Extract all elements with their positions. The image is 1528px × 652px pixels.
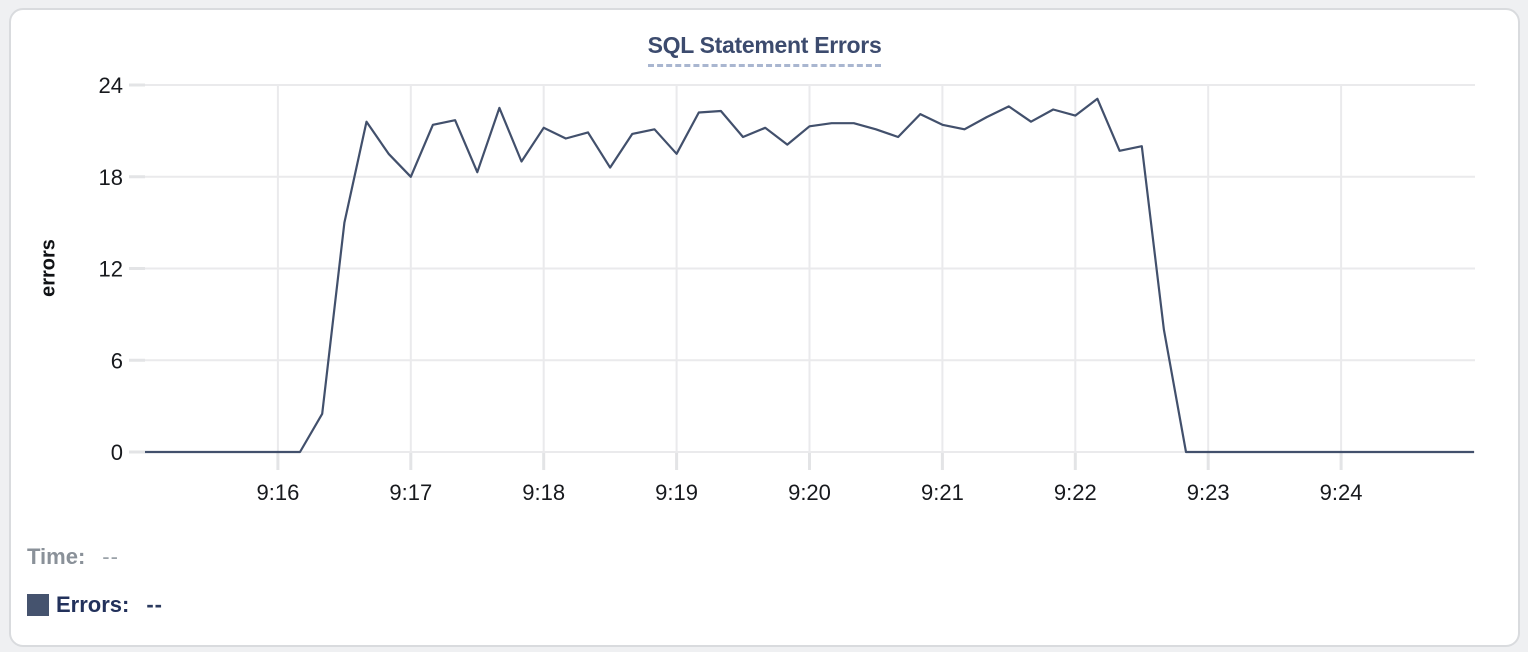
errors-series-swatch — [27, 594, 49, 616]
y-tick-label-0: 0 — [111, 440, 123, 465]
y-tick-label-24: 24 — [99, 73, 123, 98]
vertical-gridlines — [276, 85, 1343, 452]
x-axis-tick-labels: 9:16 9:17 9:18 9:19 9:20 9:21 9:22 9:23 9:24 — [256, 480, 1362, 505]
x-tick-label-9:16: 9:16 — [256, 480, 299, 505]
x-tick-label-9:17: 9:17 — [389, 480, 432, 505]
y-tick-label-6: 6 — [111, 348, 123, 373]
x-tick-label-9:21: 9:21 — [921, 480, 964, 505]
errors-series-line — [145, 97, 1474, 454]
horizontal-gridlines — [137, 84, 1475, 453]
x-tick-label-9:23: 9:23 — [1187, 480, 1230, 505]
y-axis-label: errors — [37, 239, 60, 297]
x-tick-label-9:20: 9:20 — [788, 480, 831, 505]
legend-time-value: -- — [102, 544, 119, 569]
x-tick-label-9:18: 9:18 — [522, 480, 565, 505]
y-axis-tick-labels: 0 6 12 18 24 — [99, 73, 123, 465]
x-tick-label-9:19: 9:19 — [655, 480, 698, 505]
legend-time-row: Time: -- — [27, 544, 119, 570]
axis-tick-marks — [129, 83, 1343, 470]
legend-errors-row: Errors: -- — [27, 592, 163, 618]
legend-errors-value: -- — [146, 592, 164, 617]
errors-line-chart[interactable]: 0 6 12 18 24 9:16 9:17 9:18 9:19 9:20 9:21 9:22 9:2… — [11, 10, 1520, 525]
y-tick-label-18: 18 — [99, 165, 123, 190]
chart-title[interactable]: SQL Statement Errors — [647, 32, 882, 67]
y-tick-label-12: 12 — [99, 257, 123, 282]
x-tick-label-9:24: 9:24 — [1320, 480, 1363, 505]
legend-time-label: Time: — [27, 544, 86, 569]
chart-header: SQL Statement Errors — [11, 32, 1518, 67]
legend-errors-label: Errors: — [56, 592, 130, 617]
x-tick-label-9:22: 9:22 — [1054, 480, 1097, 505]
chart-card: SQL Statement Errors 0 6 12 18 24 9:16 9:17 9:… — [9, 8, 1520, 647]
